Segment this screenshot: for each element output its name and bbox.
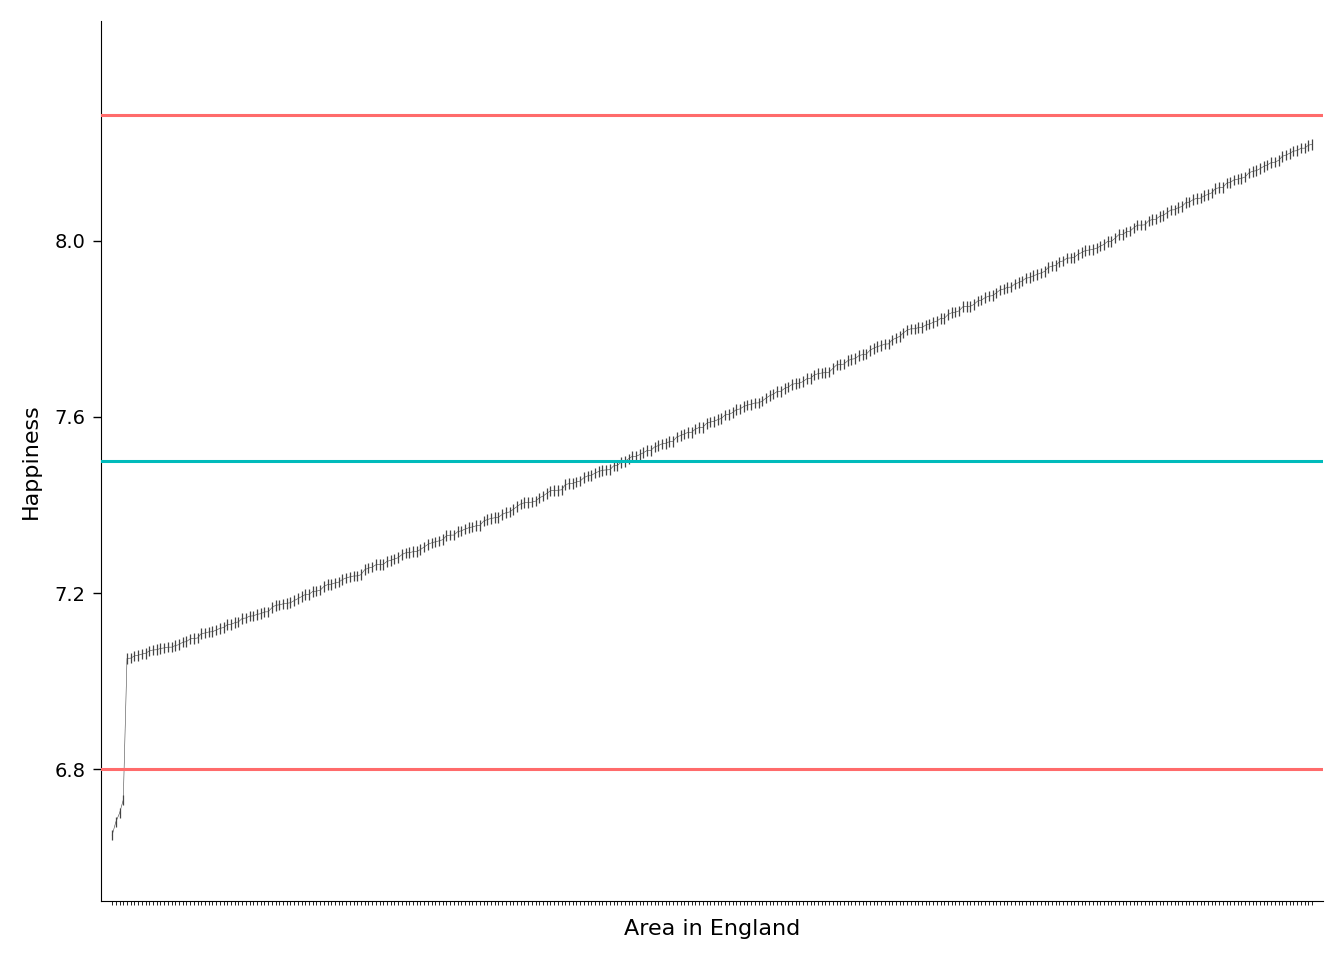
Y-axis label: Happiness: Happiness <box>22 403 40 518</box>
X-axis label: Area in England: Area in England <box>624 919 800 939</box>
